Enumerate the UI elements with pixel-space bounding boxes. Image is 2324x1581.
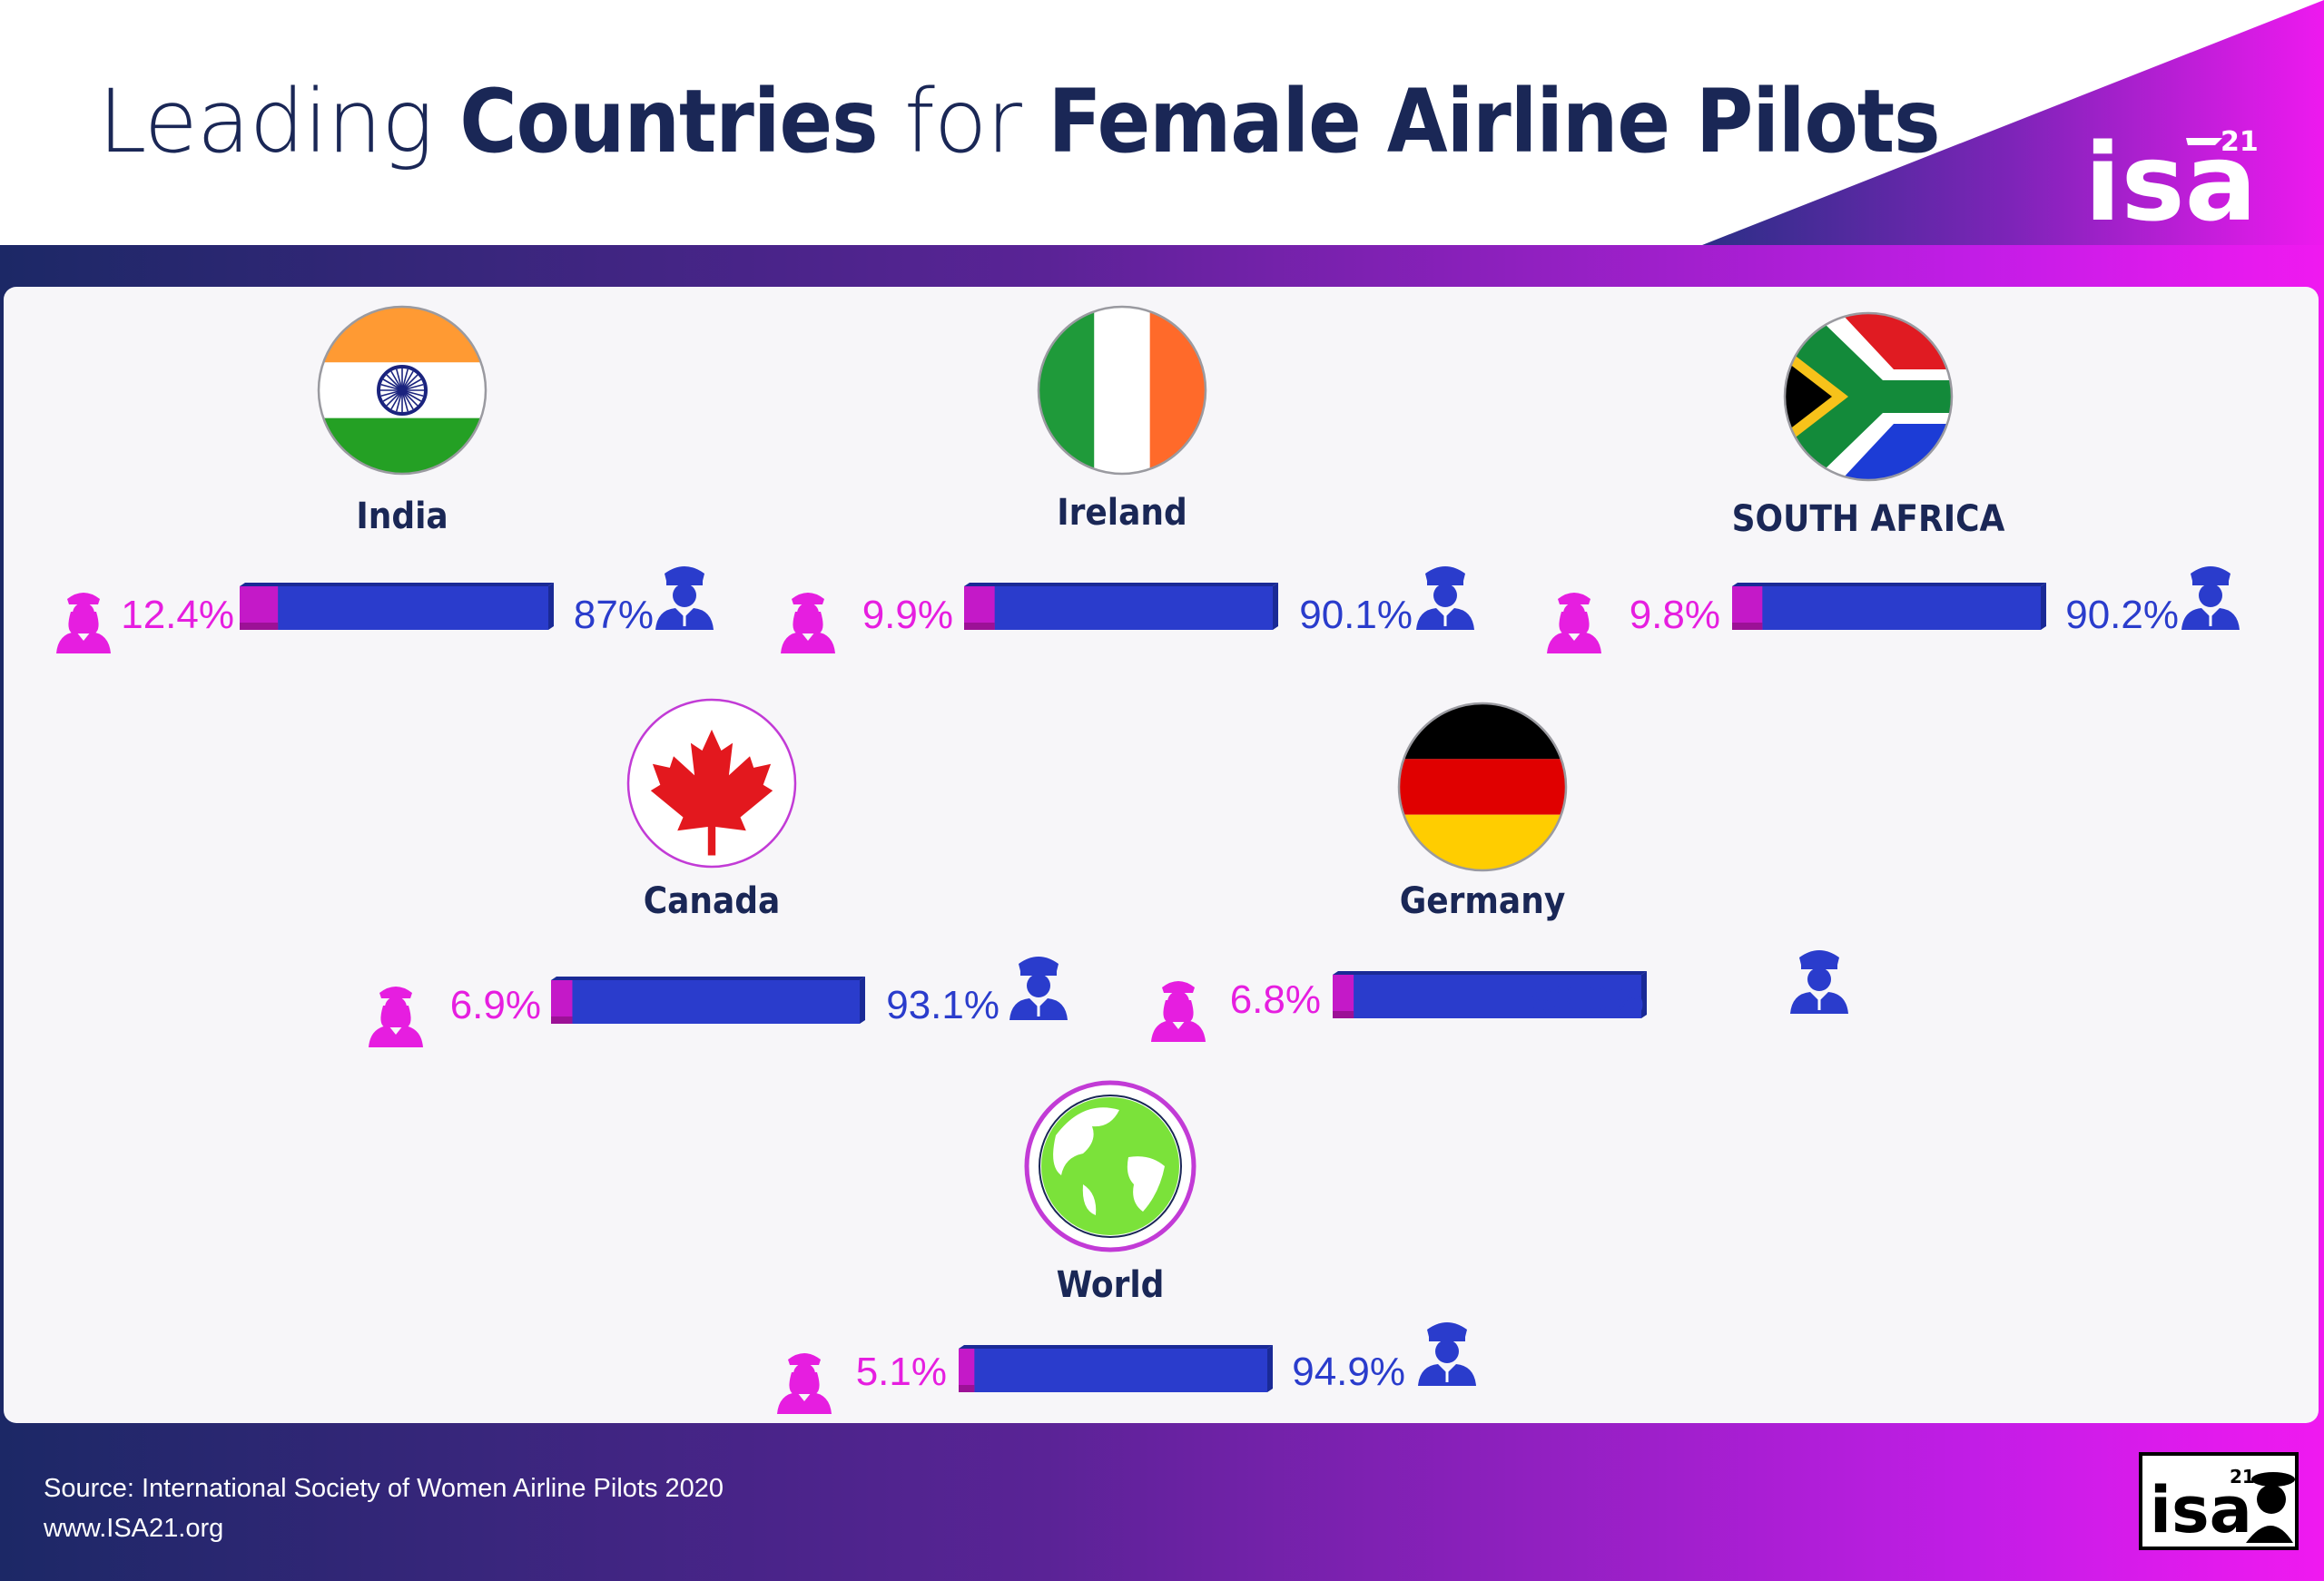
india-flag-icon	[317, 305, 487, 476]
pilot-cap-icon	[2251, 1472, 2295, 1487]
header: Leading Countries for Female Airline Pil…	[0, 0, 2324, 247]
isa21-badge: isa 21	[2139, 1452, 2299, 1550]
bar-male	[959, 1349, 1267, 1392]
country-label: Ireland	[1057, 492, 1187, 534]
female-pilot-icon	[781, 593, 835, 653]
male-pilot-icon	[1416, 566, 1474, 630]
bar-female	[959, 1349, 975, 1392]
male-pilot-icon	[2181, 566, 2240, 630]
country-label: World	[1057, 1264, 1165, 1306]
logo-sup: 21	[2221, 126, 2259, 158]
bar-male	[964, 586, 1273, 630]
stacked-bar	[959, 1345, 1273, 1392]
female-pilot-icon	[1547, 593, 1601, 653]
male-percent-label: 90.2%	[2065, 593, 2179, 637]
country-label: SOUTH AFRICA	[1732, 498, 2005, 540]
male-percent-label: 93.0%	[1531, 977, 1644, 1022]
source-url[interactable]: www.ISA21.org	[44, 1514, 224, 1543]
title-part-1: Leading	[98, 71, 460, 172]
svg-text:isa: isa	[2150, 1473, 2252, 1547]
bar-male	[1732, 586, 2041, 630]
bar-female	[1333, 975, 1354, 1018]
stacked-bar	[240, 583, 554, 630]
germany-flag-icon	[1397, 702, 1568, 872]
title-part-2: Countries	[459, 71, 878, 172]
male-pilot-icon	[655, 566, 714, 630]
male-pilot-icon	[1009, 957, 1068, 1020]
isa21-logo: isa 21	[2084, 120, 2259, 236]
bar-male	[1333, 975, 1641, 1018]
maple-leaf-icon	[650, 729, 773, 856]
title-part-3: for	[877, 71, 1049, 172]
female-pilot-icon	[369, 987, 423, 1047]
plane-icon	[2186, 138, 2222, 145]
country-label: Germany	[1400, 880, 1566, 922]
bar-male	[551, 980, 860, 1024]
title-part-4: Female Airline Pilots	[1048, 71, 1941, 172]
stacked-bar	[1732, 583, 2046, 630]
female-percent-label: 9.8%	[1630, 593, 1720, 637]
country-label: Canada	[644, 880, 781, 922]
stacked-bar	[551, 977, 865, 1024]
canada-flag-icon	[626, 698, 797, 869]
female-pilot-icon	[777, 1353, 832, 1414]
male-percent-label: 93.1%	[886, 983, 1000, 1027]
stacked-bar	[1333, 971, 1647, 1018]
source-text: Source: International Society of Women A…	[44, 1474, 724, 1503]
logo-text: isa	[2084, 120, 2257, 236]
pilot-body-icon	[2246, 1526, 2293, 1543]
male-percent-label: 87%	[574, 593, 654, 637]
female-pilot-icon	[1151, 981, 1206, 1042]
bar-male	[240, 586, 548, 630]
south-africa-flag-icon	[1783, 311, 1954, 482]
female-percent-label: 6.8%	[1230, 977, 1321, 1022]
female-percent-label: 5.1%	[856, 1350, 947, 1394]
female-percent-label: 12.4%	[121, 593, 234, 637]
bar-female	[551, 980, 573, 1024]
male-pilot-icon	[1418, 1322, 1476, 1386]
male-percent-label: 90.1%	[1299, 593, 1413, 637]
male-percent-label: 94.9%	[1292, 1350, 1405, 1394]
pilot-head-icon	[2257, 1485, 2286, 1514]
svg-text:21: 21	[2230, 1466, 2255, 1488]
male-pilot-icon	[1790, 950, 1848, 1014]
ireland-flag-icon	[1037, 305, 1207, 476]
footer: Source: International Society of Women A…	[44, 1468, 724, 1548]
female-pilot-icon	[56, 593, 111, 653]
globe-icon	[1024, 1080, 1196, 1252]
female-percent-label: 6.9%	[450, 983, 541, 1027]
country-label: India	[356, 496, 448, 537]
female-percent-label: 9.9%	[862, 593, 953, 637]
stacked-bar	[964, 583, 1278, 630]
header-corner-gradient	[1698, 0, 2324, 247]
page-title: Leading Countries for Female Airline Pil…	[98, 71, 1941, 172]
